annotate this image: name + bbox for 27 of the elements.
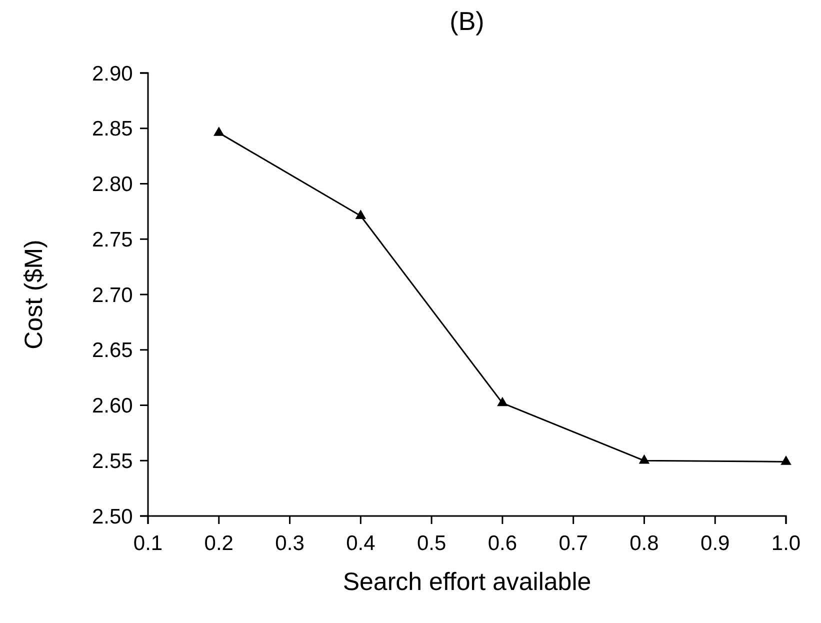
point: [214, 126, 224, 136]
x-tick-label: 0.6: [488, 532, 518, 556]
x-tick-label: 1.0: [771, 532, 801, 556]
x-tick-label: 0.7: [558, 532, 588, 556]
y-axis-title: Cost ($M): [20, 240, 48, 350]
y-tick-label: 2.65: [92, 339, 133, 362]
y-tick-label: 2.70: [92, 284, 133, 307]
x-tick-label: 0.1: [133, 532, 163, 556]
y-tick-label: 2.50: [92, 505, 133, 528]
y-tick-label: 2.85: [92, 118, 133, 141]
point: [780, 456, 792, 465]
y-tick-label: 2.60: [92, 394, 133, 418]
x-axis-title: Search effort available: [342, 568, 592, 596]
y-tick-label: 2.55: [92, 450, 133, 473]
chart-title: (B): [450, 6, 484, 36]
x-tick-label: 0.3: [275, 532, 304, 556]
point: [355, 210, 366, 219]
y-tick-label: 2.80: [92, 173, 133, 196]
point: [497, 396, 508, 406]
y-tick-label: 2.75: [92, 228, 133, 252]
x-tick-label: 0.2: [204, 532, 234, 556]
x-tick-label: 0.5: [416, 532, 446, 556]
y-tick-label: 2.90: [92, 62, 133, 86]
x-tick-label: 0.8: [630, 532, 659, 556]
x-tick-label: 0.9: [700, 532, 730, 556]
x-tick-label: 0.4: [346, 532, 376, 556]
point: [638, 454, 650, 464]
